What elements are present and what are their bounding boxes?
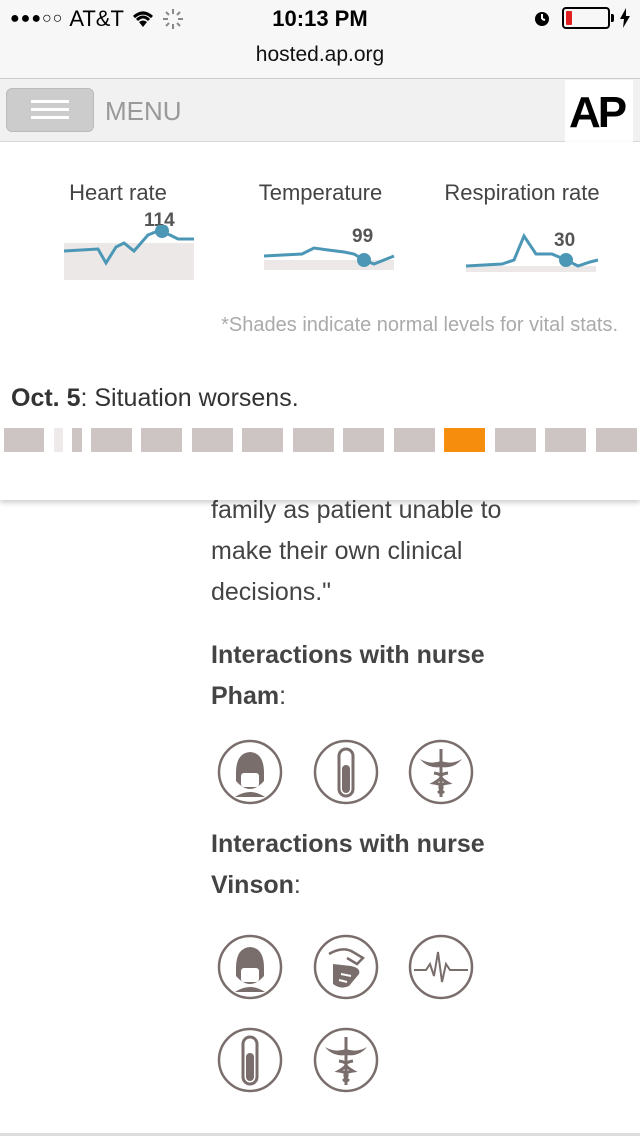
vital-value: 114 xyxy=(144,210,175,231)
timeline-segment[interactable] xyxy=(141,428,182,452)
section-title-pham: Interactions with nurse xyxy=(211,641,485,669)
vital-value: 30 xyxy=(554,230,576,251)
timeline-segment[interactable] xyxy=(343,428,384,452)
mask-icon[interactable] xyxy=(217,739,283,805)
menu-button[interactable] xyxy=(6,88,94,132)
timeline-bar xyxy=(0,428,640,454)
vital-respiration-rate: Respiration rate 30 xyxy=(432,180,612,290)
article-section-vinson: Interactions with nurse Vinson: xyxy=(211,824,611,906)
timeline-segment[interactable] xyxy=(54,428,63,452)
timeline-segment[interactable] xyxy=(4,428,44,452)
timeline-caption-text: : Situation worsens. xyxy=(80,384,299,412)
mask-icon[interactable] xyxy=(217,934,283,1000)
timeline-segment[interactable] xyxy=(72,428,82,452)
status-bar: ●●●○○ AT&T 10:13 PM xyxy=(0,0,640,40)
section-title-vinson: Interactions with nurse xyxy=(211,830,485,858)
signal-strength-icon: ●●●○○ xyxy=(10,10,64,27)
caduceus-icon[interactable] xyxy=(313,1027,379,1093)
article-line: make their own clinical xyxy=(211,537,463,565)
timeline-segment[interactable] xyxy=(596,428,637,452)
article-body: family as patient unable to make their o… xyxy=(211,490,611,717)
alarm-icon xyxy=(535,12,549,26)
timeline-segment[interactable] xyxy=(293,428,334,452)
heartbeat-icon[interactable] xyxy=(408,934,474,1000)
status-left: ●●●○○ AT&T xyxy=(10,6,184,32)
vital-title: Respiration rate xyxy=(444,180,600,205)
timeline-segment-active[interactable] xyxy=(444,428,485,452)
url-text: hosted.ap.org xyxy=(255,43,385,66)
timeline-segment[interactable] xyxy=(495,428,536,452)
hamburger-line xyxy=(31,116,69,119)
vitals-panel: Heart rate 114 Temperature 99 Respiratio… xyxy=(0,142,640,500)
test-tube-icon[interactable] xyxy=(217,1027,283,1093)
ap-logo-text: AP xyxy=(569,88,627,137)
nurse-name-vinson: Vinson xyxy=(211,871,294,899)
vital-title: Temperature xyxy=(258,180,383,205)
bottom-divider xyxy=(0,1133,640,1136)
vital-heart-rate: Heart rate 114 xyxy=(48,180,198,290)
colon: : xyxy=(293,871,301,899)
vital-temperature: Temperature 99 xyxy=(248,180,398,290)
clock: 10:13 PM xyxy=(272,6,368,31)
wifi-icon xyxy=(132,11,153,27)
timeline-segment[interactable] xyxy=(91,428,132,452)
test-tube-icon[interactable] xyxy=(313,739,379,805)
hamburger-line xyxy=(31,108,69,111)
status-right xyxy=(532,7,630,29)
respiration-sparkline xyxy=(465,232,599,272)
timeline-segment[interactable] xyxy=(545,428,586,452)
battery-icon xyxy=(562,7,614,29)
timeline-caption: Oct. 5: Situation worsens. xyxy=(11,384,299,413)
timeline-segment[interactable] xyxy=(394,428,435,452)
timeline-date: Oct. 5 xyxy=(11,384,81,412)
timeline-segment[interactable] xyxy=(192,428,233,452)
timeline-segment[interactable] xyxy=(242,428,283,452)
charging-icon xyxy=(620,8,630,28)
site-header: MENU xyxy=(0,79,640,142)
section-title-pham-name: Pham: xyxy=(211,676,611,717)
hamburger-icon xyxy=(31,100,69,103)
article-line: decisions." xyxy=(211,578,332,606)
article-line-partial: family as patient unable to xyxy=(211,496,502,524)
hand-care-icon[interactable] xyxy=(313,934,379,1000)
nurse-name-pham: Pham xyxy=(211,682,280,710)
heart-rate-sparkline xyxy=(63,225,194,280)
address-bar[interactable]: hosted.ap.org xyxy=(0,40,640,79)
vital-title: Heart rate xyxy=(69,180,167,205)
temperature-sparkline xyxy=(263,246,395,270)
caduceus-icon[interactable] xyxy=(408,739,474,805)
carrier-label: AT&T xyxy=(69,6,124,31)
shading-note: *Shades indicate normal levels for vital… xyxy=(221,314,618,336)
colon: : xyxy=(279,682,287,710)
vital-value: 99 xyxy=(352,226,374,247)
loading-spinner-icon xyxy=(162,9,183,29)
menu-label[interactable]: MENU xyxy=(105,96,182,126)
section-title-vinson-name: Vinson: xyxy=(211,865,611,906)
